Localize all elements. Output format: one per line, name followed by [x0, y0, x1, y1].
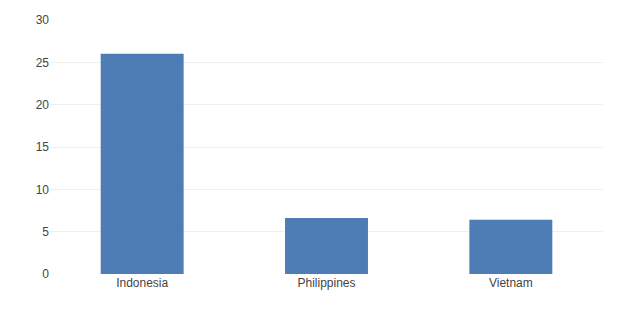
svg-text:0: 0 [42, 267, 49, 281]
svg-text:Indonesia: Indonesia [116, 276, 168, 290]
svg-text:5: 5 [42, 225, 49, 239]
svg-text:15: 15 [36, 140, 50, 154]
svg-text:25: 25 [36, 56, 50, 70]
svg-text:Vietnam: Vietnam [489, 276, 533, 290]
svg-text:Philippines: Philippines [297, 276, 355, 290]
svg-text:20: 20 [36, 98, 50, 112]
svg-text:10: 10 [36, 183, 50, 197]
svg-text:30: 30 [36, 13, 50, 27]
